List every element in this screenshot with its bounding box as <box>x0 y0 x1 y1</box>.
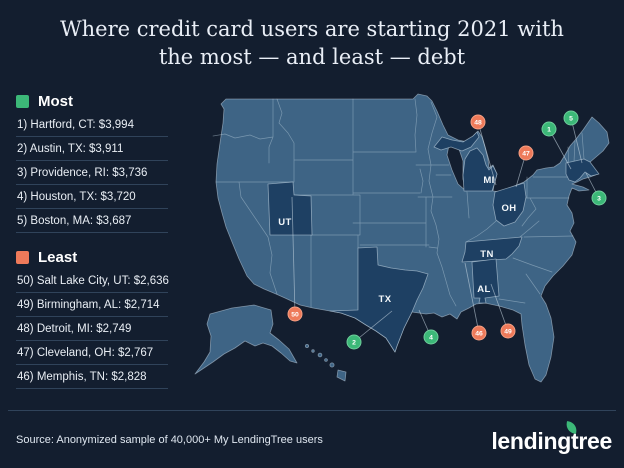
marker-3: 3 <box>591 190 607 206</box>
state-alabama <box>471 258 500 304</box>
source-note: Source: Anonymized sample of 40,000+ My … <box>16 434 323 446</box>
state-label-mi: MI <box>483 175 494 186</box>
list-item: 3) Providence, RI: $3,736 <box>16 161 168 185</box>
state-label-ut: UT <box>278 217 291 228</box>
state-tennessee <box>461 236 523 263</box>
list-item: 1) Hartford, CT: $3,994 <box>16 113 168 137</box>
state-label-oh: OH <box>501 203 516 214</box>
list-item: 46) Memphis, TN: $2,828 <box>16 365 168 389</box>
page-title-line2: the most — and least — debt <box>158 45 466 69</box>
state-borders <box>212 98 585 308</box>
state-label-tn: TN <box>480 249 493 260</box>
list-item: 5) Boston, MA: $3,687 <box>16 209 168 233</box>
state-label-al: AL <box>477 284 490 295</box>
marker-1: 1 <box>541 121 557 137</box>
page-title: Where credit card users are starting 202… <box>0 15 624 71</box>
lendingtree-logo-text: lendingtree <box>491 428 612 454</box>
rankings-panel: Most 1) Hartford, CT: $3,994 2) Austin, … <box>16 92 192 389</box>
svg-text:4: 4 <box>429 335 433 342</box>
list-item: 47) Cleveland, OH: $2,767 <box>16 341 168 365</box>
marker-48: 48 <box>470 114 486 130</box>
most-color-swatch <box>16 94 29 108</box>
leader-line-46 <box>464 262 480 334</box>
svg-text:5: 5 <box>569 116 573 123</box>
footer-divider <box>8 410 616 411</box>
page-title-line1: Where credit card users are starting 202… <box>60 17 564 41</box>
leader-line-1 <box>548 128 572 170</box>
list-item: 50) Salt Lake City, UT: $2,636 <box>16 269 169 293</box>
state-michigan-upper <box>433 131 480 152</box>
svg-text:50: 50 <box>291 312 299 319</box>
leader-line-49 <box>490 283 509 332</box>
svg-text:1: 1 <box>547 127 551 134</box>
leader-line-2 <box>353 310 393 343</box>
state-southern-new-england <box>565 158 600 183</box>
state-utah <box>267 181 313 236</box>
svg-text:3: 3 <box>597 196 601 203</box>
legend-most-header: Most <box>16 92 192 110</box>
svg-text:46: 46 <box>475 331 483 338</box>
marker-47: 47 <box>518 145 534 161</box>
state-michigan-lower <box>462 147 498 192</box>
leader-line-48 <box>477 121 497 186</box>
svg-text:47: 47 <box>522 151 530 158</box>
state-labels: UT TX MI OH TN AL <box>278 175 516 305</box>
marker-49: 49 <box>500 323 516 339</box>
state-ohio <box>492 182 527 227</box>
marker-5: 5 <box>563 110 579 126</box>
leader-line-5 <box>570 117 583 164</box>
marker-50: 50 <box>287 306 303 322</box>
list-item: 49) Birmingham, AL: $2,714 <box>16 293 168 317</box>
least-label: Least <box>38 248 78 266</box>
us-map: UT TX MI OH TN AL 1 2 3 <box>180 85 620 405</box>
lendingtree-logo: lendingtree <box>491 421 612 455</box>
marker-4: 4 <box>423 329 439 345</box>
svg-text:49: 49 <box>504 329 512 336</box>
least-color-swatch <box>16 250 29 264</box>
most-list: 1) Hartford, CT: $3,994 2) Austin, TX: $… <box>16 113 192 233</box>
state-alaska <box>194 304 298 375</box>
list-item: 2) Austin, TX: $3,911 <box>16 137 168 161</box>
leader-line-50 <box>291 196 296 315</box>
legend-least-header: Least <box>16 248 192 266</box>
svg-text:2: 2 <box>352 340 356 347</box>
state-label-tx: TX <box>379 294 392 305</box>
list-item: 48) Detroit, MI: $2,749 <box>16 317 168 341</box>
state-texas <box>329 246 429 353</box>
least-list: 50) Salt Lake City, UT: $2,636 49) Birmi… <box>16 269 192 389</box>
state-hawaii-islands <box>305 343 347 382</box>
svg-text:48: 48 <box>474 120 482 127</box>
list-item: 4) Houston, TX: $3,720 <box>16 185 168 209</box>
rank-markers: 1 2 3 4 5 <box>287 110 607 350</box>
legend-gap <box>16 233 192 248</box>
marker-2: 2 <box>346 334 362 350</box>
marker-46: 46 <box>471 325 487 341</box>
most-label: Most <box>38 92 73 110</box>
